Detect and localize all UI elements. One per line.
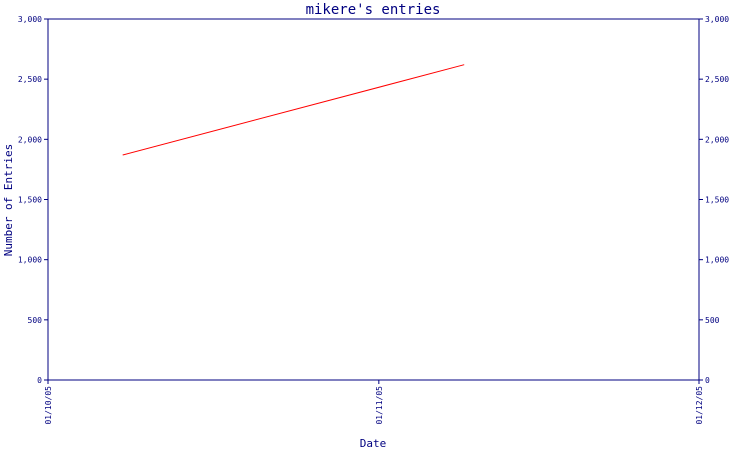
y-tick-label-right: 3,000 (705, 15, 729, 24)
series-line (122, 64, 465, 156)
series-layer (122, 64, 465, 156)
plot-area (47, 18, 700, 381)
y-tick-label-right: 1,000 (705, 256, 729, 265)
y-tick-label-left: 500 (28, 316, 43, 325)
y-tick-label-left: 2,000 (18, 135, 42, 144)
chart-title: mikere's entries (306, 2, 441, 18)
y-axis-left: 0 500 1,000 1,500 2,000 2,500 3,000 (18, 15, 48, 385)
y-axis-label: Number of Entries (2, 144, 15, 257)
x-tick-label: 01/11/05 (375, 386, 384, 425)
y-tick-label-left: 1,500 (18, 196, 42, 205)
y-tick-label-right: 1,500 (705, 196, 729, 205)
x-tick-label: 01/12/05 (695, 386, 704, 425)
y-tick-label-right: 2,500 (705, 75, 729, 84)
y-tick-label-left: 1,000 (18, 256, 42, 265)
y-tick-label-right: 2,000 (705, 135, 729, 144)
y-tick-label-left: 3,000 (18, 15, 42, 24)
y-tick-label-right: 500 (705, 316, 720, 325)
x-axis: 01/10/05 01/11/05 01/12/05 (44, 380, 704, 425)
y-axis-right: 0 500 1,000 1,500 2,000 2,500 3,000 (699, 15, 729, 385)
y-tick-label-left: 2,500 (18, 75, 42, 84)
x-tick-label: 01/10/05 (44, 386, 53, 425)
y-tick-label-left: 0 (37, 376, 42, 385)
y-tick-label-right: 0 (705, 376, 710, 385)
x-axis-label: Date (360, 437, 387, 450)
